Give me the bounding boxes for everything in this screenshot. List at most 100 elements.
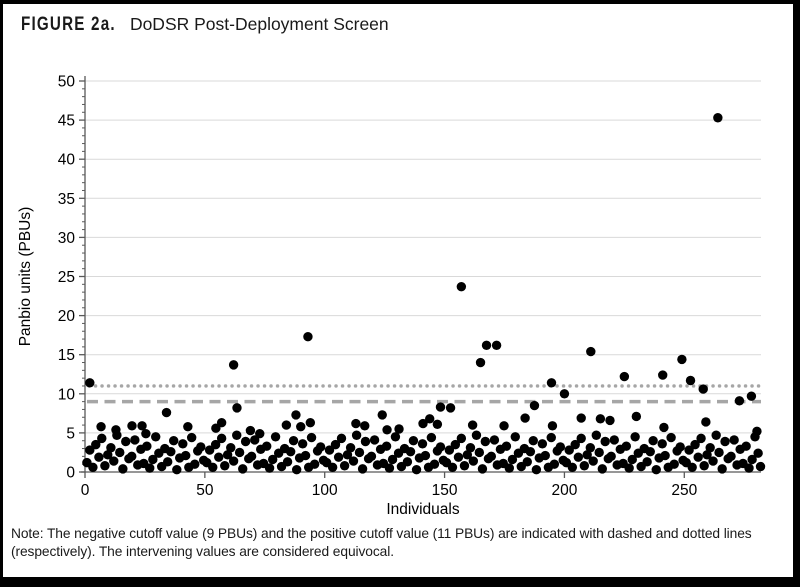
data-point: [576, 413, 586, 423]
data-point: [693, 452, 703, 462]
data-point: [435, 442, 446, 452]
data-point: [240, 436, 251, 447]
data-point: [196, 442, 206, 452]
data-point: [621, 441, 631, 451]
data-point: [701, 417, 711, 427]
data-point: [214, 452, 224, 462]
data-point: [168, 436, 179, 446]
data-point: [546, 432, 556, 443]
data-point: [354, 447, 365, 458]
y-tick-label: 35: [58, 191, 75, 208]
data-point: [510, 432, 520, 442]
data-point: [297, 439, 308, 449]
data-point: [660, 450, 670, 461]
data-point: [303, 332, 313, 342]
data-point: [178, 439, 188, 449]
data-point: [570, 439, 580, 450]
data-point: [387, 454, 398, 465]
data-point: [531, 464, 542, 475]
data-point: [744, 463, 754, 473]
data-point: [528, 436, 538, 446]
y-tick-label: 50: [58, 74, 76, 91]
data-point: [564, 445, 574, 455]
data-point: [127, 421, 137, 431]
data-point: [115, 447, 125, 458]
data-point: [481, 340, 492, 351]
data-point: [216, 433, 227, 444]
data-point: [166, 446, 176, 457]
data-point: [204, 445, 215, 455]
data-point: [501, 441, 512, 451]
data-point: [384, 463, 395, 473]
y-tick-label: 15: [58, 347, 75, 364]
data-point: [234, 447, 245, 458]
data-point: [586, 346, 596, 357]
data-point: [405, 446, 416, 457]
data-point: [714, 447, 724, 458]
data-point: [753, 448, 763, 458]
data-point: [408, 436, 419, 446]
data-point: [232, 403, 242, 413]
y-tick-label: 0: [66, 465, 75, 482]
data-point: [351, 418, 361, 429]
data-point: [296, 421, 306, 432]
data-point: [360, 436, 371, 447]
data-point: [85, 445, 95, 455]
data-point: [522, 457, 532, 467]
data-point: [467, 420, 478, 430]
data-point: [713, 113, 723, 123]
data-point: [222, 450, 233, 460]
data-point: [696, 433, 706, 444]
data-point: [148, 454, 158, 465]
data-point: [369, 435, 380, 445]
x-tick-label: 100: [312, 482, 338, 499]
data-point: [285, 446, 296, 457]
data-point: [525, 446, 536, 457]
data-point: [594, 447, 604, 458]
data-point: [468, 456, 479, 466]
data-point: [630, 432, 640, 442]
y-tick-label: 20: [58, 308, 76, 325]
data-point: [232, 430, 242, 440]
data-point: [675, 442, 685, 452]
data-point: [579, 461, 590, 471]
data-point: [142, 441, 152, 451]
data-point: [381, 441, 392, 451]
data-point: [750, 432, 760, 442]
data-point: [755, 461, 766, 472]
data-point: [658, 370, 668, 380]
data-point: [627, 454, 637, 465]
data-point: [491, 340, 502, 351]
data-point: [100, 461, 110, 471]
data-point: [208, 462, 218, 473]
data-point: [330, 439, 341, 450]
data-point: [462, 450, 473, 460]
data-point: [666, 432, 676, 443]
data-point: [245, 425, 256, 436]
data-point: [720, 436, 730, 447]
data-point: [684, 445, 694, 455]
data-point: [288, 436, 299, 446]
x-tick-label: 0: [81, 482, 90, 499]
data-point: [220, 461, 230, 471]
data-point: [450, 439, 461, 450]
data-point: [456, 281, 467, 292]
data-point: [605, 415, 615, 426]
data-point: [85, 378, 95, 388]
x-tick-label: 250: [671, 482, 697, 499]
data-point: [465, 443, 476, 453]
data-point: [507, 454, 518, 465]
data-point: [606, 451, 616, 462]
data-point: [255, 428, 265, 439]
figure-header: FIGURE 2a. DoDSR Post-Deployment Screen: [21, 14, 389, 36]
data-point: [717, 464, 727, 474]
data-point: [504, 463, 514, 473]
y-axis-title: Panbio units (PBUs): [17, 207, 34, 347]
data-point: [267, 454, 278, 465]
data-point: [186, 432, 197, 443]
data-point: [327, 462, 338, 473]
data-point: [351, 430, 362, 440]
data-point: [291, 464, 302, 475]
data-point: [747, 454, 757, 465]
data-point: [734, 396, 745, 406]
